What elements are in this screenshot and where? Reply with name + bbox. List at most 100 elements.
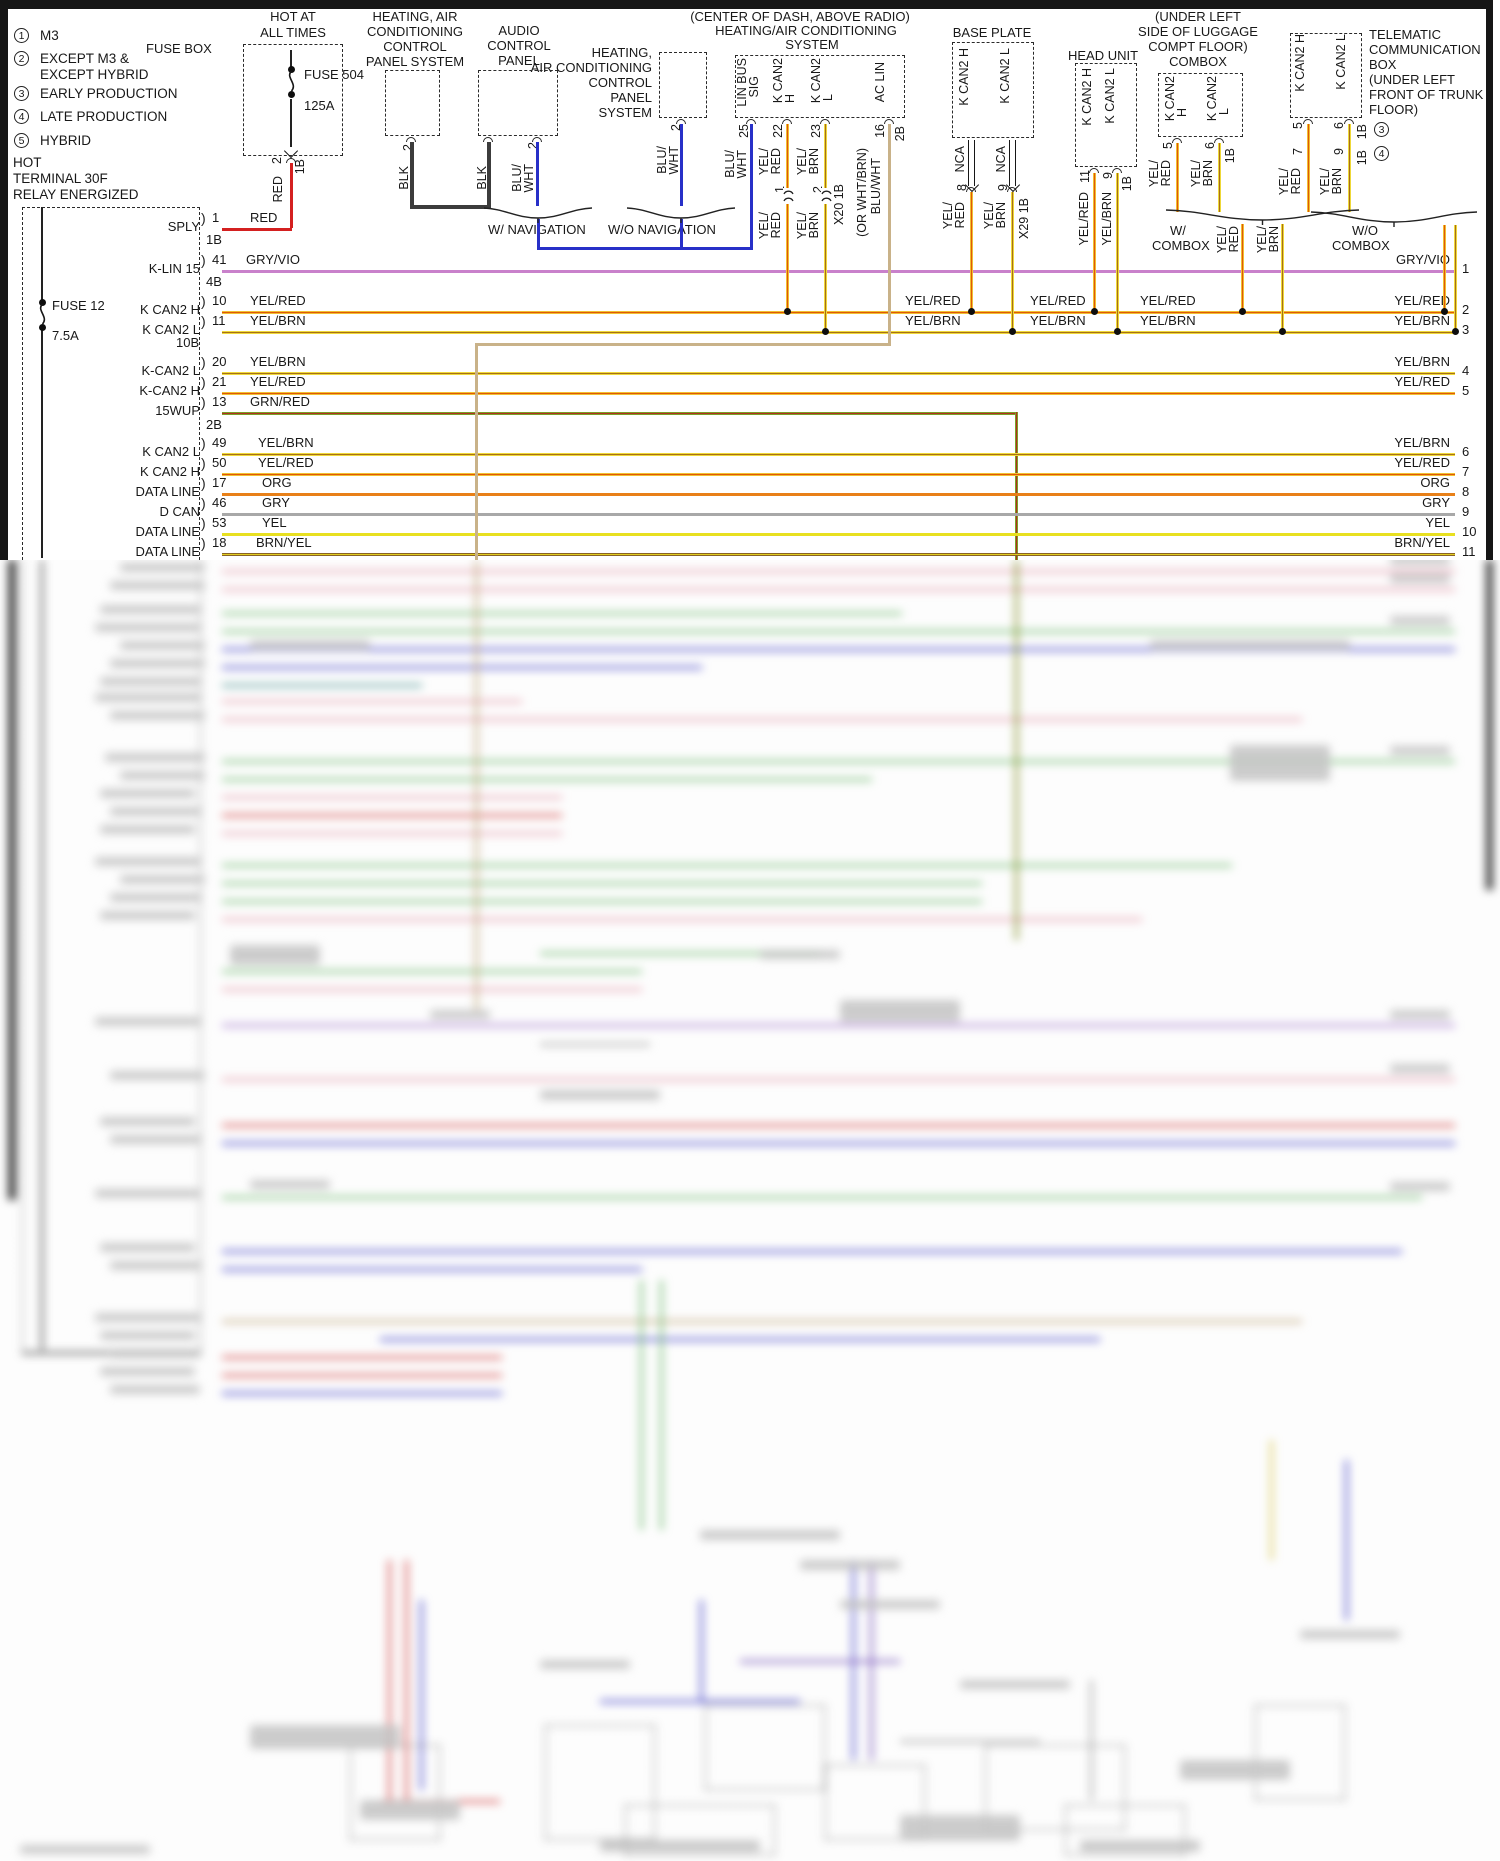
label: NCA [953,146,967,173]
pin-connector [1089,168,1099,173]
label: 1B [206,232,222,247]
wire [475,560,478,1010]
pin-row-label: K CAN2 H [140,302,200,317]
wire [1307,124,1310,212]
label: 21 [212,374,227,389]
nca-arrow [968,140,975,186]
label: 1B [1355,124,1369,140]
junction-dot [1239,308,1246,315]
pin-connector [532,137,542,142]
blurred-text [120,771,205,780]
legend-label: EARLY PRODUCTION [40,86,178,101]
blurred-text [100,1367,195,1376]
wire [1176,141,1179,212]
fuse-box-label: FUSE BOX [146,41,212,56]
wire [222,1078,1455,1081]
label: YEL/BRN [1394,435,1450,450]
blurred-text [100,677,200,686]
wire [487,140,491,207]
legend-number: 5 [14,133,29,148]
pin-connector: ) [201,374,206,390]
wire [222,412,1015,415]
wire [222,1268,642,1271]
blurred-text [100,911,195,920]
blurred-component-box [985,1745,1125,1830]
label: YEL [262,515,287,530]
label: 17 [212,475,227,490]
blurred-text [840,1000,960,1022]
wire [660,1280,663,1530]
blurred-text [110,1071,205,1080]
pin-row-label: SPLY [167,219,200,234]
legend-label: M3 [40,28,59,43]
hvac-panel-1-label: HEATING, AIR [372,9,458,24]
label: YEL/BRN [1100,192,1114,246]
wire [290,50,292,71]
wire [1015,412,1018,560]
label: YEL/RED [1394,293,1450,308]
brace [626,207,736,224]
pin-connector [1112,168,1122,173]
wire [1270,1440,1273,1560]
blurred-text [100,1117,195,1126]
label: BRN/YEL [256,535,312,550]
combox-label: (UNDER LEFT [1155,9,1241,24]
pin-connector: ) [201,495,206,511]
label: NCA [994,146,1008,173]
label: RED [1159,160,1173,187]
pin-connector: ) [201,252,206,268]
legend-item: 5 HYBRID [14,133,91,149]
fuse-box [243,44,343,156]
brace [1165,209,1360,226]
label: BRN/YEL [1394,535,1450,550]
wire [786,122,789,313]
pin-connector: ) [201,394,206,410]
label: COMBOX [1332,238,1390,253]
blurred-text [100,605,200,614]
wire [41,207,43,305]
wire [1093,170,1096,313]
label: 5 [1161,142,1175,149]
blurred-text [1390,560,1450,565]
wire [222,796,562,799]
blurred-dashed-edge [22,560,23,1355]
w-navigation-label: W/ NAVIGATION [488,222,586,237]
label: FRONT OF TRUNK [1369,87,1484,102]
label: BRN [1267,226,1281,253]
telematic-control-unit-box [22,207,200,560]
junction-dot [1114,328,1121,335]
legend-number: 4 [14,109,29,124]
label: WHT [735,150,749,179]
label: YEL/RED [1030,293,1086,308]
pin-connector: ) [201,475,206,491]
fuse-12-rating: 7.5A [52,328,79,343]
blurred-text [100,1331,195,1340]
junction-dot [1279,328,1286,335]
label: BOX [1369,57,1397,72]
wire [222,718,1302,721]
label: YEL/RED [258,455,314,470]
label: BLU/WHT [869,158,883,215]
label: AIR CONDITIONING [530,60,652,75]
blurred-text [760,950,840,959]
label: RED [953,202,967,229]
wire [41,330,43,558]
fuse-symbol [288,66,295,73]
fuse-symbol [39,324,46,331]
blurred-text [100,789,195,798]
blurred-text [110,659,205,668]
label: 22 [771,124,785,138]
label: YEL/BRN [1394,354,1450,369]
blurred-text [110,1135,200,1144]
blurred-text [1390,1182,1450,1191]
wire [222,684,422,687]
wire [222,392,1455,395]
pin-connector [1214,138,1224,143]
label: RED [271,176,285,203]
pin-connector: ) [201,354,206,370]
wire [222,1196,1422,1199]
legend-item: 1 M3 [14,28,59,44]
pin-row-label: DATA LINE [135,524,200,539]
wire [222,311,1455,314]
label: CONTROL [383,39,447,54]
